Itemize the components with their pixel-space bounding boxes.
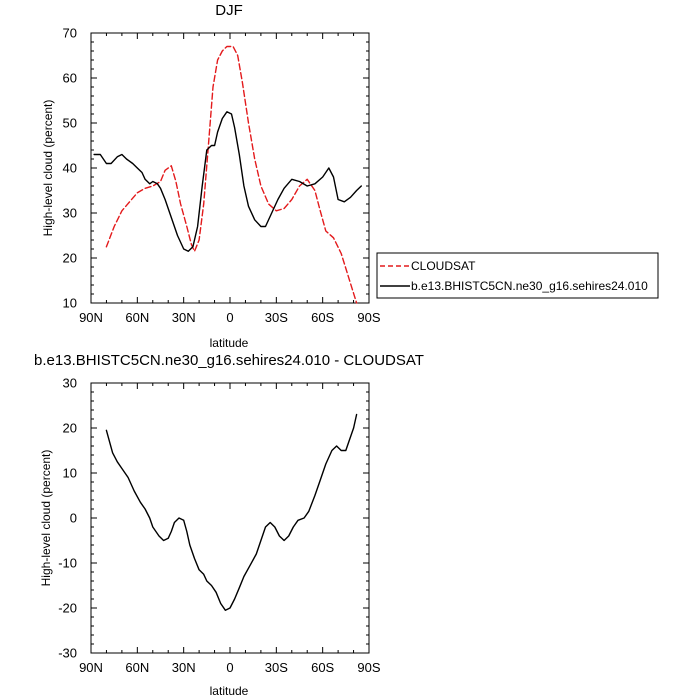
top-y-tick-label: 40 <box>63 161 77 176</box>
bottom-y-tick-label: -20 <box>58 601 77 616</box>
bottom-y-axis-label: High-level cloud (percent) <box>39 450 53 587</box>
top-y-tick-label: 50 <box>63 116 77 131</box>
bottom-x-tick-label: 90S <box>357 660 380 675</box>
bottom-x-tick-label: 30N <box>172 660 196 675</box>
bottom-x-axis-label: latitude <box>210 684 249 698</box>
bottom-chart-title: b.e13.BHISTC5CN.ne30_g16.sehires24.010 -… <box>34 352 424 369</box>
top-y-axis-label: High-level cloud (percent) <box>41 100 55 237</box>
top-x-tick-label: 0 <box>226 310 233 325</box>
bottom-x-tick-label: 60N <box>125 660 149 675</box>
legend: CLOUDSAT b.e13.BHISTC5CN.ne30_g16.sehire… <box>376 252 659 299</box>
bottom-series-line-1 <box>105 413 358 611</box>
bottom-plot-frame <box>90 382 370 654</box>
legend-label-model: b.e13.BHISTC5CN.ne30_g16.sehires24.010 <box>411 279 648 293</box>
top-axis-ticks: 90N 60N 30N 0 30S 60S 90S 10 20 30 40 50 60 70 <box>63 26 381 326</box>
top-x-tick-label: 30N <box>172 310 196 325</box>
top-y-tick-label: 60 <box>63 71 77 86</box>
top-x-tick-label: 90N <box>79 310 103 325</box>
top-x-axis-label: latitude <box>210 336 249 350</box>
bottom-x-tick-label: 0 <box>226 660 233 675</box>
top-x-tick-label: 30S <box>265 310 288 325</box>
top-y-tick-label: 10 <box>63 296 77 311</box>
top-series-line-2 <box>93 111 362 253</box>
legend-label-cloudsat: CLOUDSAT <box>411 259 476 273</box>
top-y-tick-label: 30 <box>63 206 77 221</box>
bottom-y-tick-label: -10 <box>58 556 77 571</box>
top-panel: DJF 90N 60N 30N 0 30S 60S 90S 10 20 30 40 50 60 70 la… <box>41 2 381 350</box>
top-chart-title: DJF <box>215 2 243 19</box>
bottom-axis-ticks: 90N 60N 30N 0 30S 60S 90S -30 -20 -10 0 10 20 30 <box>58 376 381 676</box>
bottom-y-tick-label: 10 <box>63 466 77 481</box>
bottom-y-tick-label: -30 <box>58 646 77 661</box>
bottom-x-tick-label: 30S <box>265 660 288 675</box>
bottom-series-group <box>105 413 358 611</box>
top-plot-frame <box>90 32 370 304</box>
top-x-tick-label: 60N <box>125 310 149 325</box>
bottom-y-tick-label: 20 <box>63 421 77 436</box>
top-y-tick-label: 70 <box>63 26 77 41</box>
bottom-x-tick-label: 90N <box>79 660 103 675</box>
top-y-tick-label: 20 <box>63 251 77 266</box>
top-x-tick-label: 60S <box>311 310 334 325</box>
bottom-panel: b.e13.BHISTC5CN.ne30_g16.sehires24.010 -… <box>34 352 424 698</box>
top-x-tick-label: 90S <box>357 310 380 325</box>
bottom-y-tick-label: 0 <box>70 511 77 526</box>
top-series-line-1 <box>105 45 358 304</box>
top-series-group <box>93 45 362 304</box>
bottom-y-tick-label: 30 <box>63 376 77 391</box>
legend-box <box>376 252 659 299</box>
bottom-x-tick-label: 60S <box>311 660 334 675</box>
